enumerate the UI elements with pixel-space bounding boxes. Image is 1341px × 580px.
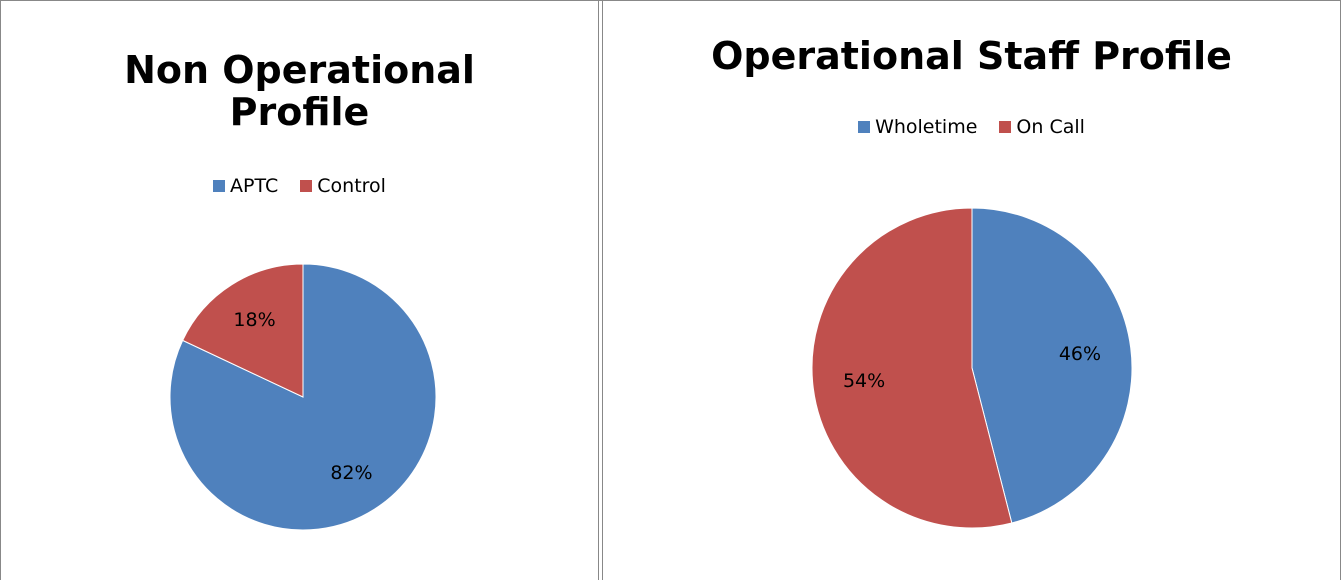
legend-swatch xyxy=(213,180,226,192)
legend-swatch xyxy=(300,180,313,192)
data-label: 46% xyxy=(1059,343,1101,365)
legend-label: On Call xyxy=(1016,116,1085,138)
divider xyxy=(598,1,599,580)
legend: Wholetime On Call xyxy=(603,116,1340,138)
legend-item: On Call xyxy=(999,116,1085,138)
legend-label: Wholetime xyxy=(875,116,978,138)
chart-panel: Non Operational Profile APTC Control 82% 18% xyxy=(1,1,598,580)
legend: APTC Control xyxy=(1,175,598,197)
data-label: 54% xyxy=(843,370,885,392)
legend-label: APTC xyxy=(230,175,279,197)
pie-slice xyxy=(811,207,1013,529)
legend-swatch xyxy=(858,121,871,133)
pie-chart: 46% 54% xyxy=(811,207,1133,529)
pie-slice xyxy=(971,207,1133,524)
data-label: 18% xyxy=(233,309,275,331)
chart-title: Operational Staff Profile xyxy=(711,34,1232,78)
pie-chart: 82% 18% xyxy=(169,263,437,531)
chart-title: Non Operational Profile xyxy=(124,48,475,134)
legend-label: Control xyxy=(317,175,386,197)
chart-panel: Operational Staff Profile Wholetime On Cal… xyxy=(603,1,1340,580)
legend-swatch xyxy=(999,121,1012,133)
divider xyxy=(602,1,603,580)
pie-slice xyxy=(181,263,304,398)
legend-item: Control xyxy=(300,175,386,197)
data-label: 82% xyxy=(330,462,372,484)
legend-item: APTC xyxy=(213,175,278,197)
legend-item: Wholetime xyxy=(858,116,977,138)
